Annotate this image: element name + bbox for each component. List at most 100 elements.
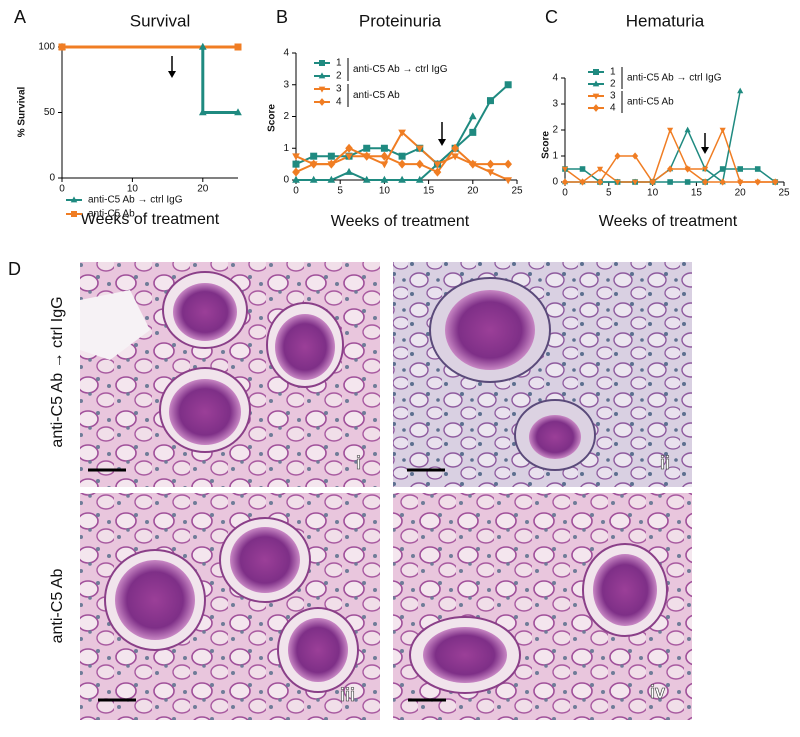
marker bbox=[667, 127, 674, 134]
y-tick-label: 100 bbox=[38, 42, 55, 53]
x-tick-label: 15 bbox=[691, 188, 703, 199]
legend-marker bbox=[593, 69, 599, 75]
marker bbox=[327, 159, 336, 169]
marker bbox=[415, 175, 424, 183]
glomerulus bbox=[173, 283, 237, 341]
marker bbox=[632, 152, 639, 160]
marker bbox=[398, 175, 406, 183]
chart: Survival Weeks of treatment % Survival 0 10 2… bbox=[17, 11, 238, 228]
marker bbox=[380, 144, 388, 152]
marker bbox=[754, 178, 761, 186]
y-axis-label: Score bbox=[267, 104, 278, 132]
x-tick-label: 10 bbox=[379, 186, 391, 197]
marker bbox=[327, 175, 336, 183]
y-tick-label: 0 bbox=[283, 175, 289, 186]
marker bbox=[380, 161, 389, 169]
marker bbox=[649, 178, 656, 186]
x-tick-label: 25 bbox=[511, 186, 523, 197]
x-tick-label: 20 bbox=[735, 188, 747, 199]
legend-group-label: anti-C5 Ab → ctrl IgG bbox=[627, 73, 722, 84]
series-line bbox=[564, 127, 776, 183]
marker bbox=[486, 169, 495, 177]
x-tick-label: 5 bbox=[337, 186, 343, 197]
chart-title: Hematuria bbox=[626, 11, 705, 30]
arrow-head bbox=[168, 71, 176, 78]
legend-label: 1 bbox=[610, 67, 616, 78]
x-tick-label: 10 bbox=[647, 188, 659, 199]
image-label: i bbox=[356, 453, 361, 473]
legend-label: 3 bbox=[610, 91, 616, 102]
legend-marker bbox=[319, 60, 325, 66]
marker bbox=[292, 167, 300, 177]
legend-group-label: anti-C5 Ab bbox=[353, 90, 400, 101]
x-tick-label: 0 bbox=[293, 186, 299, 197]
marker bbox=[398, 152, 406, 160]
marker bbox=[468, 159, 477, 169]
x-tick-label: 10 bbox=[127, 184, 139, 195]
panel-label: C bbox=[545, 7, 558, 27]
x-axis-label: Weeks of treatment bbox=[331, 213, 470, 230]
glomerulus bbox=[169, 379, 241, 445]
legend-marker bbox=[71, 211, 77, 217]
legend-group-label: anti-C5 Ab bbox=[627, 97, 674, 108]
glomerulus bbox=[445, 290, 535, 370]
legend-label: 1 bbox=[336, 58, 342, 69]
marker bbox=[398, 159, 406, 169]
marker bbox=[363, 144, 371, 152]
legend-label: anti-C5 Ab bbox=[88, 209, 135, 220]
marker bbox=[504, 81, 512, 89]
x-tick-label: 0 bbox=[562, 188, 568, 199]
marker bbox=[579, 178, 586, 186]
x-tick-label: 0 bbox=[59, 184, 65, 195]
marker bbox=[198, 42, 207, 50]
marker bbox=[327, 152, 335, 160]
series-line bbox=[62, 45, 238, 114]
histology-images bbox=[80, 262, 692, 720]
legend-marker bbox=[70, 196, 78, 203]
y-axis-label: % Survival bbox=[17, 86, 28, 137]
legend-marker bbox=[592, 80, 600, 87]
y-tick-label: 0 bbox=[552, 177, 558, 188]
glomerulus bbox=[529, 415, 581, 459]
marker bbox=[702, 178, 709, 186]
y-tick-label: 0 bbox=[49, 173, 55, 184]
y-tick-label: 4 bbox=[283, 48, 289, 59]
marker bbox=[504, 177, 513, 185]
marker bbox=[719, 178, 726, 186]
marker bbox=[737, 166, 743, 172]
marker bbox=[362, 151, 371, 161]
marker bbox=[292, 153, 300, 161]
arrow-head bbox=[438, 139, 446, 146]
marker bbox=[234, 108, 242, 116]
marker bbox=[415, 145, 424, 153]
marker bbox=[469, 128, 477, 136]
marker bbox=[504, 159, 513, 169]
legend-label: anti-C5 Ab → ctrl IgG bbox=[88, 195, 183, 206]
legend-marker bbox=[318, 72, 326, 79]
x-tick-label: 20 bbox=[197, 184, 209, 195]
marker bbox=[614, 179, 621, 186]
marker bbox=[310, 152, 318, 160]
panel-label: B bbox=[276, 7, 288, 27]
glomerulus bbox=[288, 618, 348, 682]
x-tick-label: 20 bbox=[467, 186, 479, 197]
legend-label: 4 bbox=[610, 103, 616, 114]
image-label: iv bbox=[650, 682, 665, 702]
legend-group-label: anti-C5 Ab → ctrl IgG bbox=[353, 64, 448, 75]
chart-title: Survival bbox=[130, 11, 190, 30]
y-tick-label: 1 bbox=[283, 143, 289, 154]
y-tick-label: 50 bbox=[44, 107, 56, 118]
marker bbox=[451, 143, 459, 153]
x-axis-label: Weeks of treatment bbox=[599, 213, 738, 230]
marker bbox=[719, 166, 726, 172]
marker bbox=[309, 159, 318, 169]
x-axis-label: Weeks of treatment bbox=[81, 211, 220, 228]
lumen bbox=[80, 290, 150, 360]
marker bbox=[345, 167, 353, 175]
x-tick-label: 15 bbox=[423, 186, 435, 197]
marker bbox=[345, 153, 353, 161]
y-tick-label: 2 bbox=[552, 125, 558, 136]
chart-title: Proteinuria bbox=[359, 11, 442, 30]
